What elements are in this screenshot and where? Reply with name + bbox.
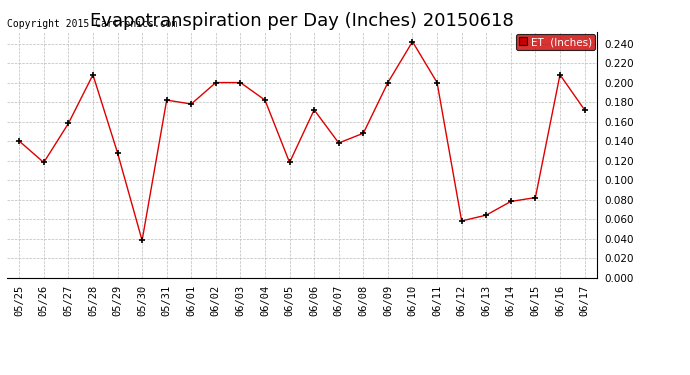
Legend: ET  (Inches): ET (Inches) — [516, 34, 595, 50]
ET  (Inches) — [556, 72, 564, 77]
ET  (Inches) — [310, 108, 318, 112]
ET  (Inches) — [163, 98, 171, 102]
ET  (Inches) — [433, 80, 441, 85]
ET  (Inches) — [531, 195, 540, 200]
ET  (Inches) — [187, 102, 195, 106]
ET  (Inches) — [113, 150, 121, 155]
ET  (Inches) — [580, 108, 589, 112]
ET  (Inches) — [457, 219, 466, 223]
ET  (Inches) — [15, 139, 23, 143]
ET  (Inches) — [482, 213, 491, 217]
ET  (Inches) — [89, 72, 97, 77]
ET  (Inches) — [359, 131, 368, 135]
Line: ET  (Inches): ET (Inches) — [16, 38, 588, 244]
ET  (Inches) — [506, 199, 515, 204]
ET  (Inches) — [384, 80, 392, 85]
ET  (Inches) — [335, 141, 343, 145]
ET  (Inches) — [236, 80, 244, 85]
ET  (Inches) — [138, 238, 146, 243]
ET  (Inches) — [212, 80, 220, 85]
ET  (Inches) — [408, 39, 417, 44]
ET  (Inches) — [286, 160, 294, 165]
Title: Evapotranspiration per Day (Inches) 20150618: Evapotranspiration per Day (Inches) 2015… — [90, 12, 514, 30]
ET  (Inches) — [64, 121, 72, 126]
Text: Copyright 2015 Cartronics.com: Copyright 2015 Cartronics.com — [7, 20, 177, 29]
ET  (Inches) — [39, 160, 48, 165]
ET  (Inches) — [261, 98, 269, 102]
